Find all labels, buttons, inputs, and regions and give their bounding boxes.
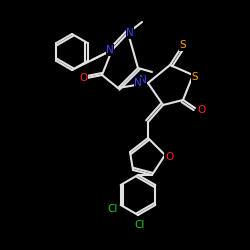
Text: Cl: Cl bbox=[108, 204, 118, 214]
Text: Cl: Cl bbox=[135, 220, 145, 230]
Text: N: N bbox=[134, 78, 142, 88]
Text: N: N bbox=[126, 28, 134, 38]
Text: N: N bbox=[139, 75, 147, 85]
Text: S: S bbox=[192, 72, 198, 82]
Text: O: O bbox=[79, 73, 87, 83]
Text: O: O bbox=[197, 105, 205, 115]
Text: S: S bbox=[180, 40, 186, 50]
Text: N: N bbox=[106, 45, 114, 55]
Text: O: O bbox=[165, 152, 173, 162]
